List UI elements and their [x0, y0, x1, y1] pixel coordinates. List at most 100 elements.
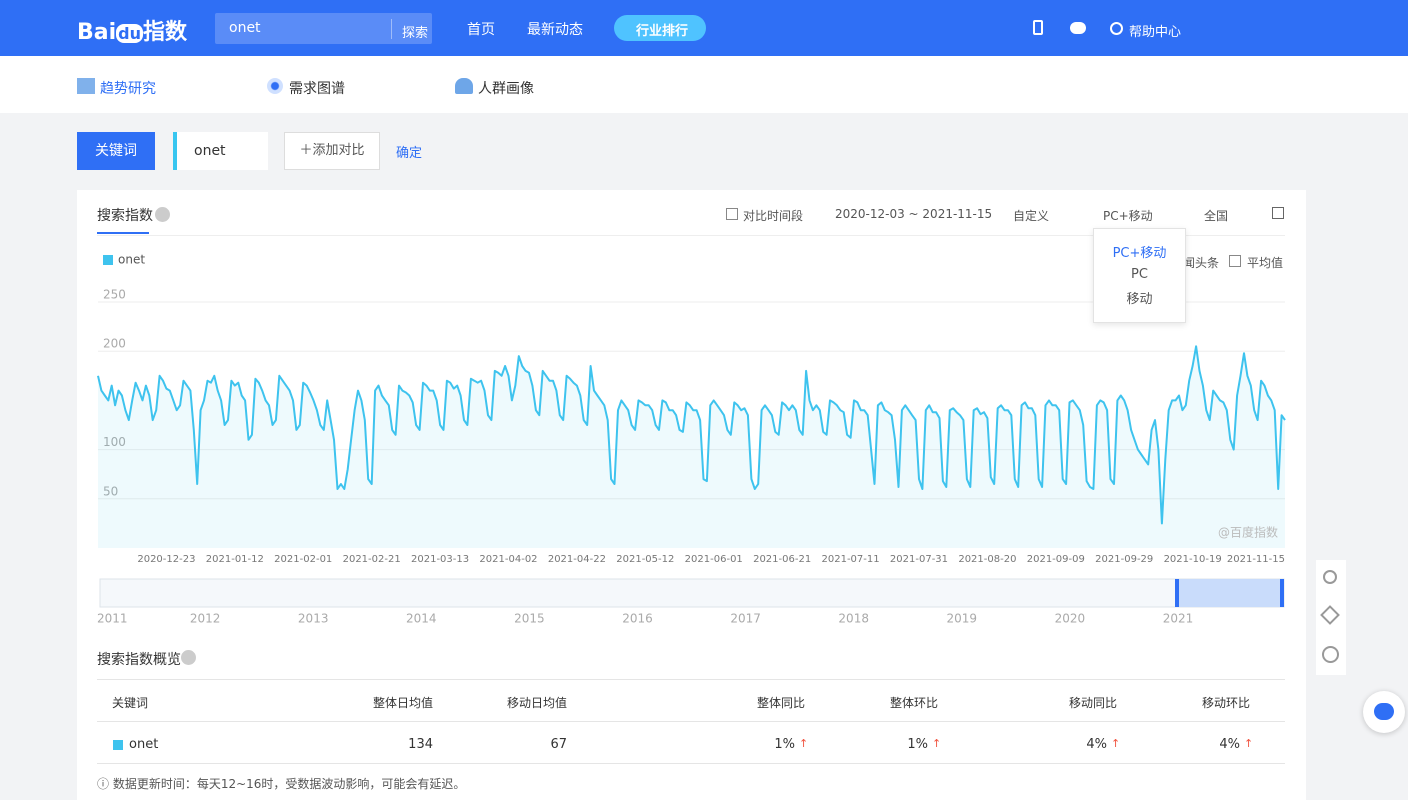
x-tick-label: 2021-06-21 — [753, 554, 811, 565]
navigator-year: 2016 — [622, 612, 653, 626]
y-tick-label: 100 — [103, 435, 126, 449]
table-cell: onet — [129, 737, 159, 752]
x-tick-label: 2021-01-12 — [206, 554, 264, 565]
column-header: 移动日均值 — [506, 696, 567, 710]
help-link[interactable]: 帮助中心 — [1129, 25, 1182, 40]
option[interactable]: 平均值 — [1247, 256, 1284, 270]
swatch — [113, 740, 123, 750]
wechat-icon[interactable] — [1070, 22, 1086, 34]
divider — [97, 679, 1285, 680]
search-box[interactable]: onet 探索 — [215, 13, 432, 44]
nav-pill[interactable]: 行业排行 — [614, 15, 706, 41]
line — [97, 345, 1286, 525]
x-tick-label: 2021-10-19 — [1164, 554, 1222, 565]
search-button[interactable]: 探索 — [402, 26, 429, 41]
tab[interactable]: 需求图谱 — [289, 81, 345, 97]
tab[interactable]: 趋势研究 — [100, 81, 156, 97]
navigator-handle — [1280, 579, 1284, 607]
x-tick-label: 2020-12-23 — [137, 554, 195, 565]
nav-link[interactable]: 最新动态 — [527, 22, 583, 38]
table-cell: 1% — [907, 737, 928, 752]
keyword-input[interactable]: onet — [173, 132, 268, 170]
help-icon[interactable] — [1322, 646, 1339, 663]
control[interactable]: 对比时间段 — [743, 209, 804, 223]
control[interactable]: 全国 — [1204, 209, 1229, 223]
x-tick-label: 2021-02-21 — [343, 554, 401, 565]
column-header: 整体同比 — [756, 696, 805, 710]
column-header: 整体环比 — [889, 696, 938, 710]
x-tick-label: 2021-09-29 — [1095, 554, 1153, 565]
navigator-year: 2014 — [406, 612, 437, 626]
chat-button[interactable] — [1363, 691, 1405, 733]
tab-bar: 趋势研究 需求图谱 人群画像 — [0, 56, 1408, 113]
help-icon[interactable] — [181, 650, 196, 665]
x-tick-label: 2021-02-01 — [274, 554, 332, 565]
export-icon[interactable] — [1272, 207, 1284, 219]
table-cell: 67 — [550, 737, 567, 752]
help-icon[interactable] — [155, 207, 170, 222]
navigator-year: 2021 — [1163, 612, 1194, 626]
share-icon[interactable] — [1323, 570, 1337, 584]
x-tick-label: 2021-05-12 — [616, 554, 674, 565]
table-cell: 134 — [408, 737, 433, 752]
logo[interactable]: Bai du指数 — [77, 14, 187, 46]
panel-title: 搜索指数 — [97, 208, 153, 224]
navigator-year: 2011 — [97, 612, 128, 626]
area — [98, 346, 1285, 548]
title-underline — [97, 232, 149, 234]
y-tick-label: 250 — [103, 288, 126, 302]
logo-part: Bai — [77, 20, 117, 45]
tab[interactable]: 人群画像 — [478, 81, 534, 97]
column-header: 整体日均值 — [372, 696, 433, 710]
footnote: ⓘ 数据更新时间：每天12~16时，受数据波动影响，可能会有延迟。 — [97, 777, 466, 791]
y-tick-label: 200 — [103, 337, 126, 351]
option[interactable]: 闻头条 — [1183, 256, 1220, 270]
watermark: @百度指数 — [1218, 525, 1278, 540]
table-cell: 1% — [774, 737, 795, 752]
help-icon — [1110, 22, 1123, 35]
divider — [97, 235, 1285, 236]
navigator-year: 2013 — [298, 612, 329, 626]
x-tick-label: 2021-03-13 — [411, 554, 469, 565]
favorite-icon[interactable] — [1320, 605, 1340, 625]
nav-link[interactable]: 首页 — [467, 22, 495, 38]
up-arrow: ↑ — [1244, 737, 1254, 750]
up-arrow: ↑ — [799, 737, 809, 750]
navigator-year: 2015 — [514, 612, 545, 626]
navigator-handle — [1175, 579, 1179, 607]
checkbox[interactable] — [726, 208, 738, 220]
tab-icon — [267, 78, 283, 94]
column-header: 移动环比 — [1201, 696, 1250, 710]
table-cell: 4% — [1086, 737, 1107, 752]
navigator-year: 2017 — [730, 612, 761, 626]
dropdown-item[interactable]: PC — [1131, 267, 1148, 282]
x-tick-label: 2021-06-01 — [685, 554, 743, 565]
legend-swatch — [103, 255, 113, 265]
column-header: 移动同比 — [1068, 696, 1117, 710]
x-tick-label: 2021-07-11 — [822, 554, 880, 565]
x-tick-label: 2021-09-09 — [1027, 554, 1085, 565]
add-compare[interactable]: ＋添加对比 — [284, 132, 380, 170]
dropdown-item[interactable]: 移动 — [1126, 292, 1153, 307]
logo-part: 指数 — [143, 20, 188, 45]
up-arrow: ↑ — [932, 737, 942, 750]
phone-icon[interactable] — [1033, 20, 1043, 35]
top-bar: Bai du指数 onet 探索 首页 最新动态 行业排行 帮助中心 — [0, 0, 1408, 56]
control[interactable]: PC+移动 — [1103, 209, 1153, 223]
table-cell: 4% — [1219, 737, 1240, 752]
x-tick-label: 2021-11-15 — [1227, 554, 1285, 565]
column-header: 关键词 — [112, 696, 149, 710]
navigator-selection — [1177, 579, 1283, 607]
navigator — [99, 578, 1285, 608]
x-tick-label: 2021-08-20 — [958, 554, 1016, 565]
keyword-label[interactable]: 关键词 — [77, 132, 155, 170]
confirm-button[interactable]: 确定 — [396, 146, 423, 161]
control[interactable]: 自定义 — [1013, 209, 1050, 223]
dropdown-item[interactable]: PC+移动 — [1112, 246, 1167, 261]
tab-icon — [77, 78, 95, 94]
side-tools — [1316, 560, 1346, 675]
dropdown: PC+移动 PC 移动 — [1093, 228, 1186, 323]
checkbox[interactable] — [1229, 255, 1241, 267]
control[interactable]: 2020-12-03 ~ 2021-11-15 — [835, 207, 993, 221]
